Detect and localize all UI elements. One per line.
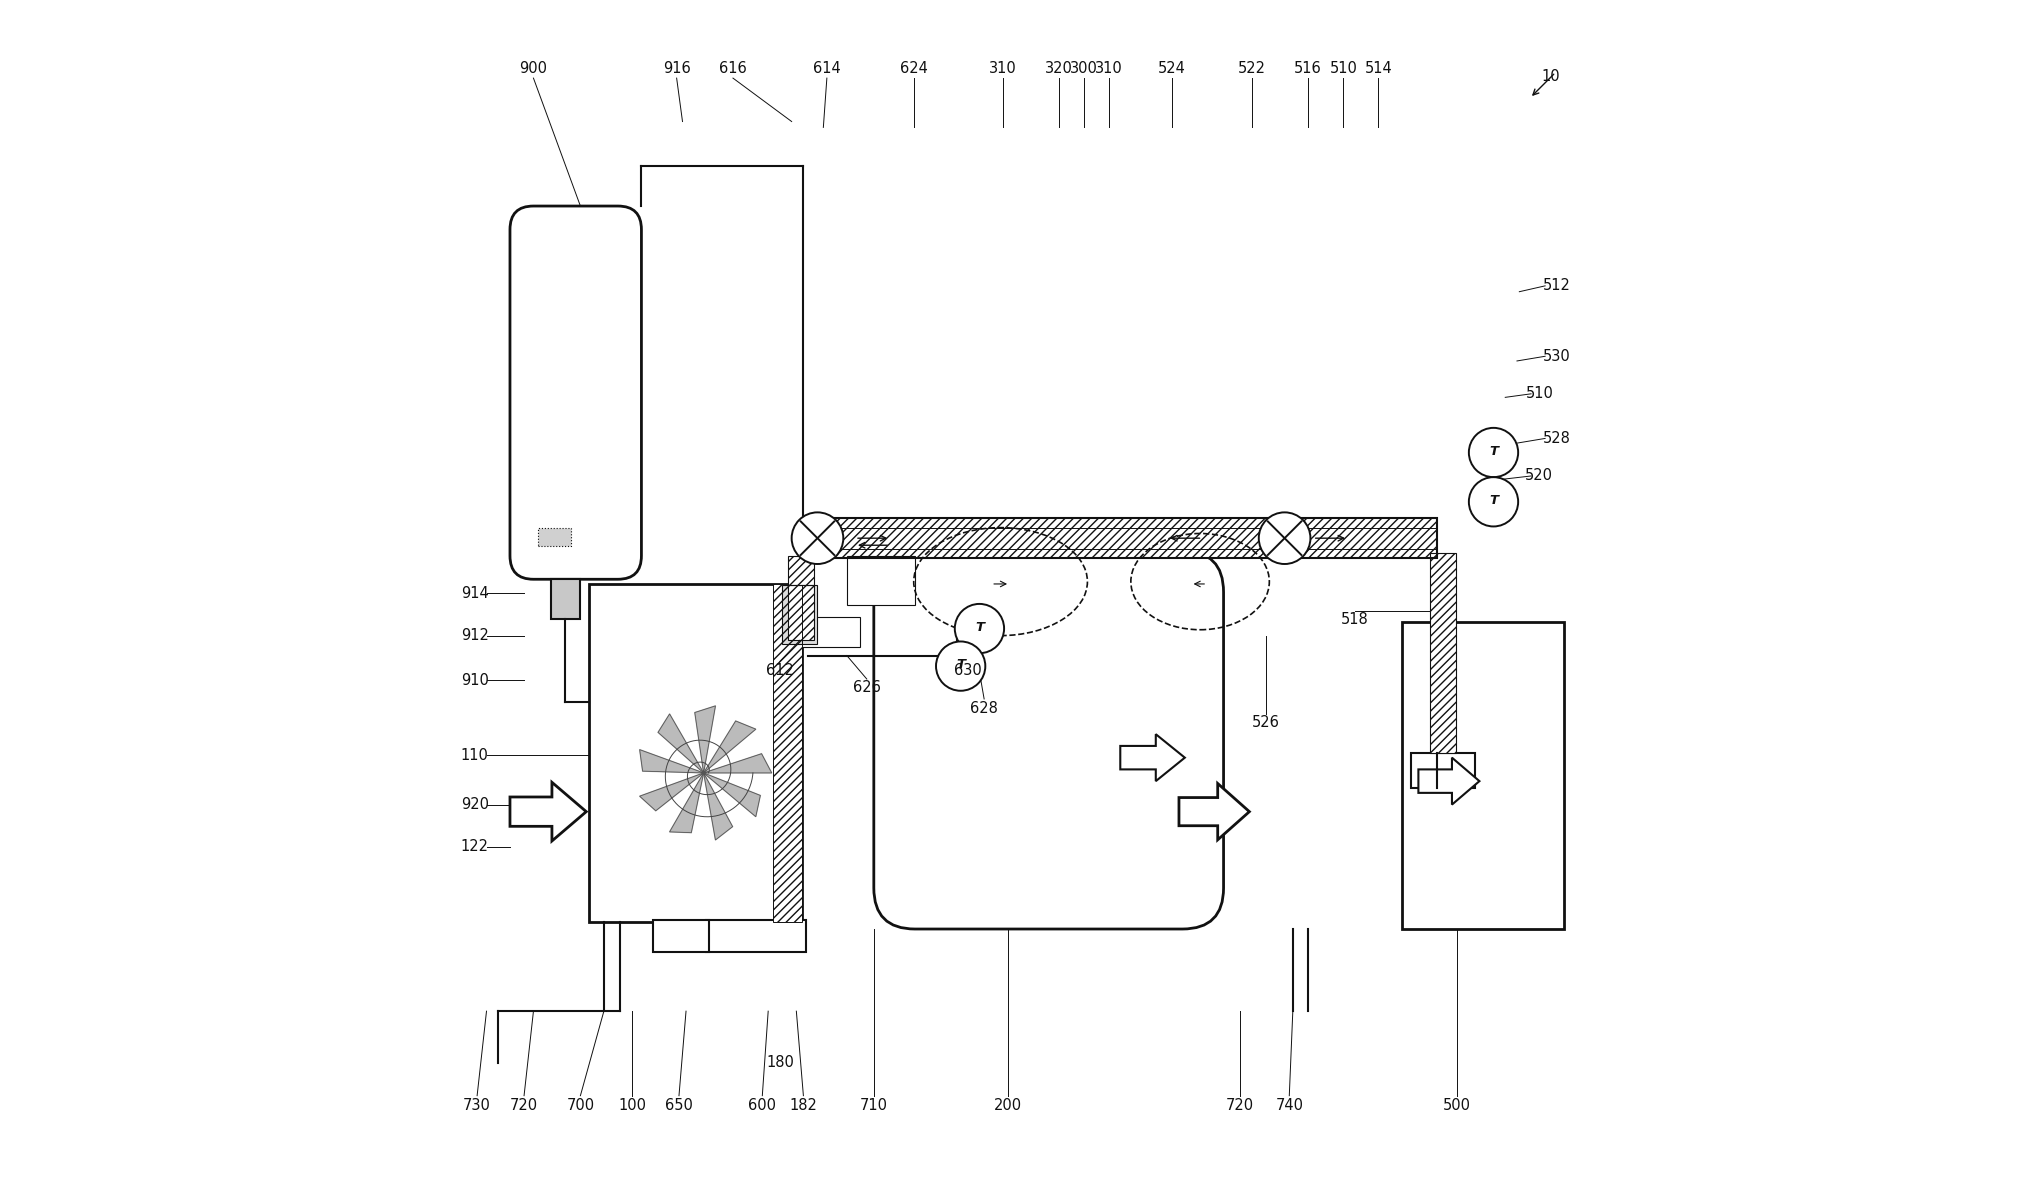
Text: 740: 740: [1275, 1098, 1304, 1112]
Text: 512: 512: [1544, 278, 1570, 293]
Text: 522: 522: [1239, 61, 1265, 76]
Text: 650: 650: [665, 1098, 694, 1112]
Text: 520: 520: [1526, 468, 1554, 483]
Polygon shape: [639, 749, 704, 773]
Text: 626: 626: [852, 680, 881, 695]
Text: 310: 310: [1094, 61, 1123, 76]
Text: 920: 920: [462, 797, 488, 812]
Text: 300: 300: [1070, 61, 1098, 76]
Bar: [779, 617, 860, 648]
Text: 510: 510: [1330, 61, 1357, 76]
Polygon shape: [1121, 734, 1186, 781]
Text: T: T: [1489, 444, 1497, 457]
Bar: [787, 585, 814, 641]
Text: 730: 730: [464, 1098, 490, 1112]
Polygon shape: [704, 773, 761, 817]
Text: 180: 180: [767, 1056, 793, 1071]
Circle shape: [954, 604, 1005, 654]
Bar: [1430, 553, 1456, 753]
FancyBboxPatch shape: [875, 551, 1224, 929]
Circle shape: [936, 642, 984, 690]
Polygon shape: [704, 773, 732, 840]
Text: 516: 516: [1294, 61, 1322, 76]
Polygon shape: [1180, 784, 1249, 840]
Text: 500: 500: [1444, 1098, 1471, 1112]
Text: 630: 630: [954, 663, 982, 678]
Text: 528: 528: [1544, 431, 1570, 446]
Text: 614: 614: [814, 61, 840, 76]
Bar: [653, 920, 710, 953]
Text: 720: 720: [1227, 1098, 1255, 1112]
Polygon shape: [696, 706, 716, 773]
Bar: [773, 584, 801, 922]
Text: 710: 710: [860, 1098, 887, 1112]
Bar: [803, 518, 1438, 558]
Text: 526: 526: [1251, 715, 1279, 730]
Text: 612: 612: [767, 663, 793, 678]
Text: 720: 720: [511, 1098, 539, 1112]
Bar: [1430, 553, 1456, 753]
Circle shape: [1469, 478, 1517, 526]
Text: 518: 518: [1340, 611, 1369, 626]
Bar: [787, 585, 814, 641]
Text: T: T: [1489, 494, 1497, 507]
Bar: [588, 584, 801, 922]
Text: 510: 510: [1526, 387, 1554, 402]
Bar: [787, 556, 814, 585]
Text: 916: 916: [663, 61, 690, 76]
Polygon shape: [659, 714, 704, 773]
Circle shape: [791, 512, 844, 564]
Text: 182: 182: [789, 1098, 818, 1112]
Bar: [773, 584, 801, 922]
Polygon shape: [704, 754, 771, 773]
Circle shape: [1259, 512, 1310, 564]
Polygon shape: [511, 782, 586, 840]
Text: 524: 524: [1157, 61, 1186, 76]
Polygon shape: [639, 773, 704, 811]
Text: 910: 910: [462, 673, 488, 688]
Bar: [1430, 553, 1456, 753]
Text: 110: 110: [462, 748, 488, 762]
Text: 310: 310: [989, 61, 1017, 76]
Text: 530: 530: [1544, 349, 1570, 364]
Bar: [539, 527, 572, 546]
Bar: [803, 518, 1438, 558]
Bar: [551, 579, 580, 619]
Text: 122: 122: [462, 839, 488, 855]
Bar: [787, 556, 814, 585]
Bar: [803, 518, 1438, 558]
Text: 700: 700: [565, 1098, 594, 1112]
FancyBboxPatch shape: [511, 206, 641, 579]
Text: 628: 628: [970, 701, 999, 716]
Text: T: T: [956, 658, 966, 671]
Polygon shape: [1418, 758, 1479, 805]
Polygon shape: [704, 721, 757, 773]
Bar: [1401, 622, 1564, 929]
Bar: [706, 920, 805, 953]
Bar: [787, 585, 814, 641]
Bar: [773, 584, 801, 922]
Bar: [1412, 753, 1475, 788]
Circle shape: [1469, 428, 1517, 478]
Bar: [783, 585, 818, 644]
Text: 320: 320: [1045, 61, 1074, 76]
Text: 514: 514: [1365, 61, 1393, 76]
Text: T: T: [974, 621, 984, 634]
Text: 914: 914: [462, 586, 488, 600]
Text: 624: 624: [899, 61, 928, 76]
Text: 200: 200: [993, 1098, 1021, 1112]
Text: 912: 912: [462, 628, 488, 643]
Bar: [846, 556, 915, 605]
Text: 900: 900: [519, 61, 547, 76]
Text: 616: 616: [720, 61, 746, 76]
Bar: [787, 556, 814, 585]
Text: 100: 100: [618, 1098, 647, 1112]
Polygon shape: [669, 773, 704, 832]
Text: 10: 10: [1542, 70, 1560, 84]
Text: 600: 600: [749, 1098, 777, 1112]
